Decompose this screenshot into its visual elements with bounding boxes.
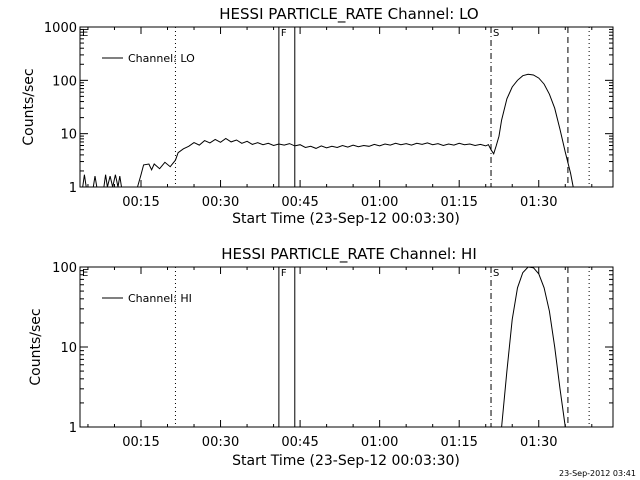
legend-entry: Channel: HI — [128, 292, 192, 305]
x-tick-label: 01:00 — [361, 195, 398, 210]
y-axis: 1 10 100 — [52, 261, 613, 436]
y-tick-label: 100 — [52, 74, 77, 89]
y-tick-label: 10 — [60, 128, 77, 143]
y-axis-label: Counts/sec — [21, 68, 37, 145]
legend: Channel: HI — [102, 292, 192, 305]
x-tick-label: 01:30 — [520, 195, 557, 210]
x-axis: 00:15 00:30 00:45 01:00 01:15 01:30 — [87, 267, 593, 450]
event-marker-label: E — [82, 268, 88, 279]
y-tick-label: 1 — [69, 421, 77, 436]
legend: Channel: LO — [102, 52, 195, 65]
x-tick-label: 00:15 — [122, 435, 159, 450]
y-axis-label: Counts/sec — [28, 308, 44, 385]
x-axis: 00:15 00:30 00:45 01:00 01:15 01:30 — [87, 27, 593, 210]
x-axis-label: Start Time (23-Sep-12 00:03:30) — [232, 211, 460, 227]
chart-title: HESSI PARTICLE_RATE Channel: LO — [219, 5, 478, 24]
footer-timestamp: 23-Sep-2012 03:41 — [559, 469, 636, 478]
event-marker-label: F — [281, 28, 287, 39]
chart-panel-hi: HESSI PARTICLE_RATE Channel: HI E F S 00:1… — [28, 245, 614, 469]
event-marker-label: S — [493, 28, 499, 39]
x-tick-label: 01:15 — [440, 435, 477, 450]
y-tick-label: 100 — [52, 261, 77, 276]
event-marker-label: S — [493, 268, 499, 279]
legend-entry: Channel: LO — [128, 52, 195, 65]
plot-frame — [79, 266, 614, 428]
series-line-hi — [501, 266, 566, 428]
y-tick-label: 10 — [60, 341, 77, 356]
x-tick-label: 00:15 — [122, 195, 159, 210]
x-tick-label: 01:00 — [361, 435, 398, 450]
x-tick-label: 00:30 — [202, 435, 239, 450]
y-tick-label: 1 — [69, 181, 77, 196]
chart-title: HESSI PARTICLE_RATE Channel: HI — [221, 245, 477, 264]
x-tick-label: 01:15 — [440, 195, 477, 210]
x-axis-label: Start Time (23-Sep-12 00:03:30) — [232, 453, 460, 469]
x-tick-label: 00:45 — [281, 435, 318, 450]
x-tick-label: 01:30 — [520, 435, 557, 450]
y-axis: 1 10 100 1000 — [44, 21, 613, 196]
x-tick-label: 00:30 — [202, 195, 239, 210]
event-marker-label: F — [281, 268, 287, 279]
plot-frame — [79, 26, 614, 188]
chart-panel-lo: HESSI PARTICLE_RATE Channel: LO E F S 00:1… — [21, 5, 614, 227]
x-tick-label: 00:45 — [281, 195, 318, 210]
series-line-lo — [82, 73, 574, 188]
event-marker-label: E — [82, 28, 88, 39]
y-tick-label: 1000 — [44, 21, 77, 36]
